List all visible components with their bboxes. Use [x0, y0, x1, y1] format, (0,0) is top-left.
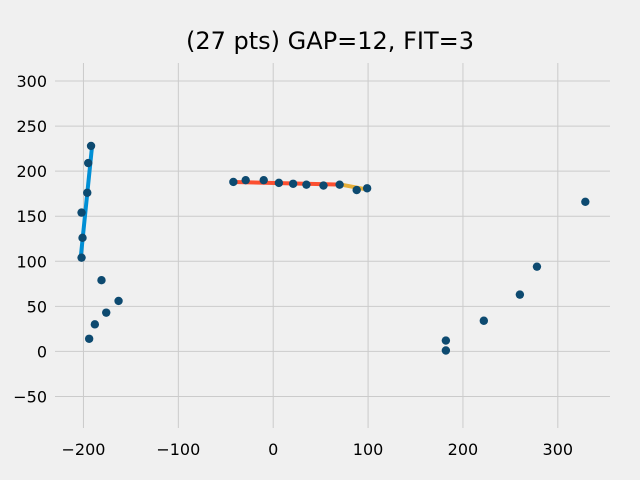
data-points [77, 141, 590, 355]
data-point [274, 178, 284, 188]
data-point [259, 175, 268, 185]
y-tick-label: 150 [16, 207, 47, 226]
x-tick-label: −200 [61, 440, 105, 459]
data-point [84, 334, 94, 343]
data-point [84, 158, 93, 168]
x-tick-label: 0 [268, 440, 278, 459]
data-point [241, 175, 250, 185]
x-tick-label: 200 [448, 440, 479, 459]
data-point [78, 233, 87, 243]
grid [55, 63, 610, 428]
data-point [335, 180, 344, 189]
data-point [352, 185, 361, 195]
y-tick-label: −50 [13, 387, 47, 406]
y-tick-label: 100 [16, 252, 47, 271]
x-tick-label: 300 [543, 440, 574, 459]
chart-title: (27 pts) GAP=12, FIT=3 [186, 27, 474, 55]
y-tick-label: 300 [16, 72, 47, 91]
data-point [581, 197, 590, 206]
data-point [102, 308, 111, 317]
y-tick-label: 0 [37, 342, 47, 361]
data-point [362, 184, 372, 193]
data-point [97, 275, 106, 285]
data-point [86, 141, 96, 151]
data-point [77, 208, 86, 217]
data-point [77, 253, 86, 262]
y-tick-label: 50 [27, 297, 47, 316]
data-point [288, 179, 298, 188]
data-point [229, 177, 238, 187]
data-point [302, 180, 311, 189]
x-tick-label: 100 [353, 440, 384, 459]
y-tick-label: 250 [16, 117, 47, 136]
data-point [441, 336, 451, 345]
data-point [83, 188, 92, 197]
data-point [441, 346, 451, 355]
data-point [319, 181, 328, 190]
y-tick-label: 200 [16, 162, 47, 181]
data-point [90, 320, 100, 329]
fit-line [341, 182, 366, 192]
x-axis-ticks: −200 −100 0 100 200 300 [61, 440, 573, 459]
data-point [479, 316, 489, 325]
y-axis-ticks: −50 0 50 100 150 200 250 300 [13, 72, 47, 406]
data-point [532, 262, 542, 271]
data-point [114, 296, 123, 306]
data-point [515, 290, 525, 299]
x-tick-label: −100 [156, 440, 200, 459]
